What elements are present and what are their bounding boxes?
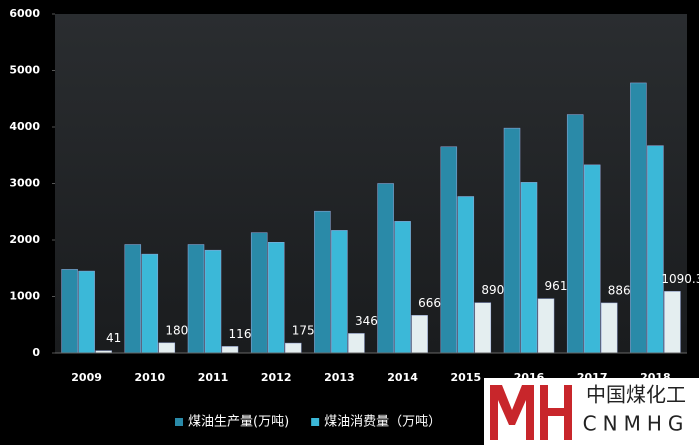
bar: [204, 249, 222, 354]
data-label: 886: [608, 283, 631, 297]
bar: [583, 164, 601, 354]
y-tick-label: 5000: [9, 64, 40, 77]
x-tick-label: 2011: [198, 371, 229, 384]
data-label: 890: [481, 283, 504, 297]
data-label: 666: [418, 296, 441, 310]
y-tick-label: 1000: [9, 290, 40, 303]
bar: [520, 182, 538, 354]
legend-label: 煤油生产量(万吨): [188, 415, 289, 430]
bar: [158, 342, 176, 354]
legend-swatch: [175, 418, 183, 426]
bar: [141, 253, 159, 354]
watermark-sub: CNMHG: [583, 412, 690, 436]
watermark-text: 中国煤化工: [586, 383, 686, 407]
y-tick-label: 0: [32, 346, 40, 359]
bar: [411, 315, 428, 354]
x-tick-label: 2015: [450, 371, 481, 384]
y-tick-label: 6000: [9, 7, 40, 20]
y-tick-label: 3000: [9, 177, 40, 190]
bar: [377, 183, 394, 354]
bar: [537, 298, 555, 354]
x-tick-label: 2013: [324, 371, 355, 384]
bar: [566, 114, 584, 354]
data-label: 175: [292, 324, 315, 338]
bar: [394, 221, 411, 354]
watermark: 中国煤化工 CNMHG: [484, 378, 699, 445]
bar: [600, 302, 618, 354]
data-label: 180: [165, 323, 188, 337]
bar: [221, 346, 239, 354]
x-tick-label: 2014: [387, 371, 418, 384]
bar: [474, 302, 492, 354]
bar: [457, 196, 475, 354]
x-tick-label: 2010: [134, 371, 165, 384]
data-label: 346: [355, 314, 378, 328]
data-label: 41: [106, 331, 121, 345]
data-label: 961: [545, 279, 568, 293]
bar: [664, 291, 681, 354]
data-label: 1090.3: [661, 272, 699, 286]
bar: [348, 333, 365, 354]
bar: [314, 210, 331, 354]
bar: [250, 232, 268, 354]
legend-label: 煤油消费量（万吨）: [324, 415, 441, 430]
y-tick-label: 2000: [9, 233, 40, 246]
bar: [284, 342, 302, 354]
bar: [331, 230, 348, 354]
bar: [187, 244, 205, 354]
logo-h: [540, 385, 572, 440]
bar: [78, 270, 95, 354]
bar: [61, 269, 78, 354]
x-tick-label: 2009: [71, 371, 102, 384]
data-label: 116: [229, 327, 252, 341]
bar: [630, 82, 647, 354]
y-tick-label: 4000: [9, 120, 40, 133]
legend-swatch: [311, 418, 320, 426]
bar: [440, 146, 458, 354]
bar: [124, 244, 142, 354]
bar: [647, 145, 664, 354]
logo-m: [490, 385, 534, 440]
bar: [267, 242, 285, 354]
x-tick-label: 2012: [261, 371, 292, 384]
bar: [503, 127, 521, 354]
